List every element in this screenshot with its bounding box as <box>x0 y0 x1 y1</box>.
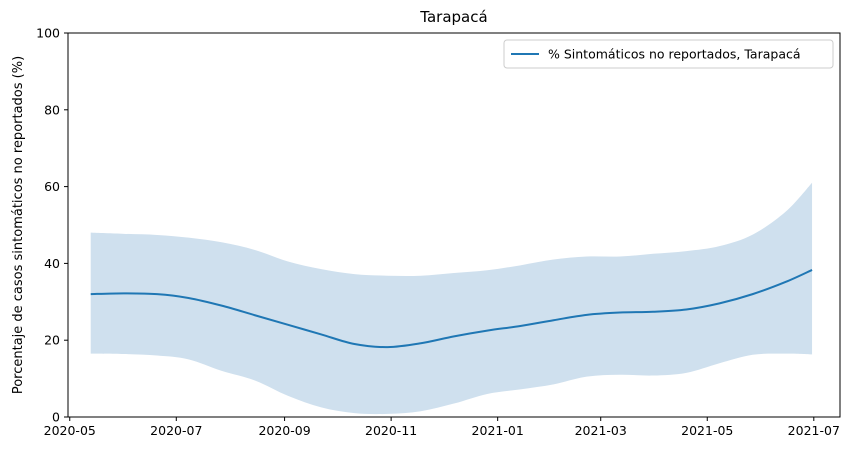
x-tick-label: 2021-03 <box>575 423 627 438</box>
x-tick-label: 2020-05 <box>44 423 96 438</box>
axes-frame <box>67 32 841 418</box>
x-tick-label: 2020-07 <box>150 423 202 438</box>
plot-area <box>90 182 813 415</box>
x-tick-label: 2021-05 <box>681 423 733 438</box>
x-tick-label: 2021-01 <box>472 423 524 438</box>
ticks-layer: 0 20 40 60 80 100 2020-05 2020-07 2020-09 2020-11… <box>36 26 840 439</box>
x-tick-label: 2020-09 <box>258 423 310 438</box>
y-tick-label: 60 <box>44 179 60 194</box>
y-tick-label: 0 <box>52 410 60 425</box>
x-tick-label: 2021-07 <box>788 423 840 438</box>
y-tick-label: 20 <box>44 333 60 348</box>
x-tick-label: 2020-11 <box>365 423 417 438</box>
y-tick-label: 100 <box>36 26 60 41</box>
chart-title: Tarapacá <box>419 8 487 26</box>
y-tick-label: 40 <box>44 256 60 271</box>
y-axis-label: Porcentaje de casos sintomáticos no repo… <box>11 56 26 394</box>
series-line-0 <box>90 269 813 349</box>
confidence-band-0 <box>90 182 813 415</box>
legend-series-label: % Sintomáticos no reportados, Tarapacá <box>548 47 801 62</box>
legend: % Sintomáticos no reportados, Tarapacá <box>503 39 834 69</box>
y-tick-label: 80 <box>44 102 60 117</box>
legend-box <box>503 39 834 69</box>
